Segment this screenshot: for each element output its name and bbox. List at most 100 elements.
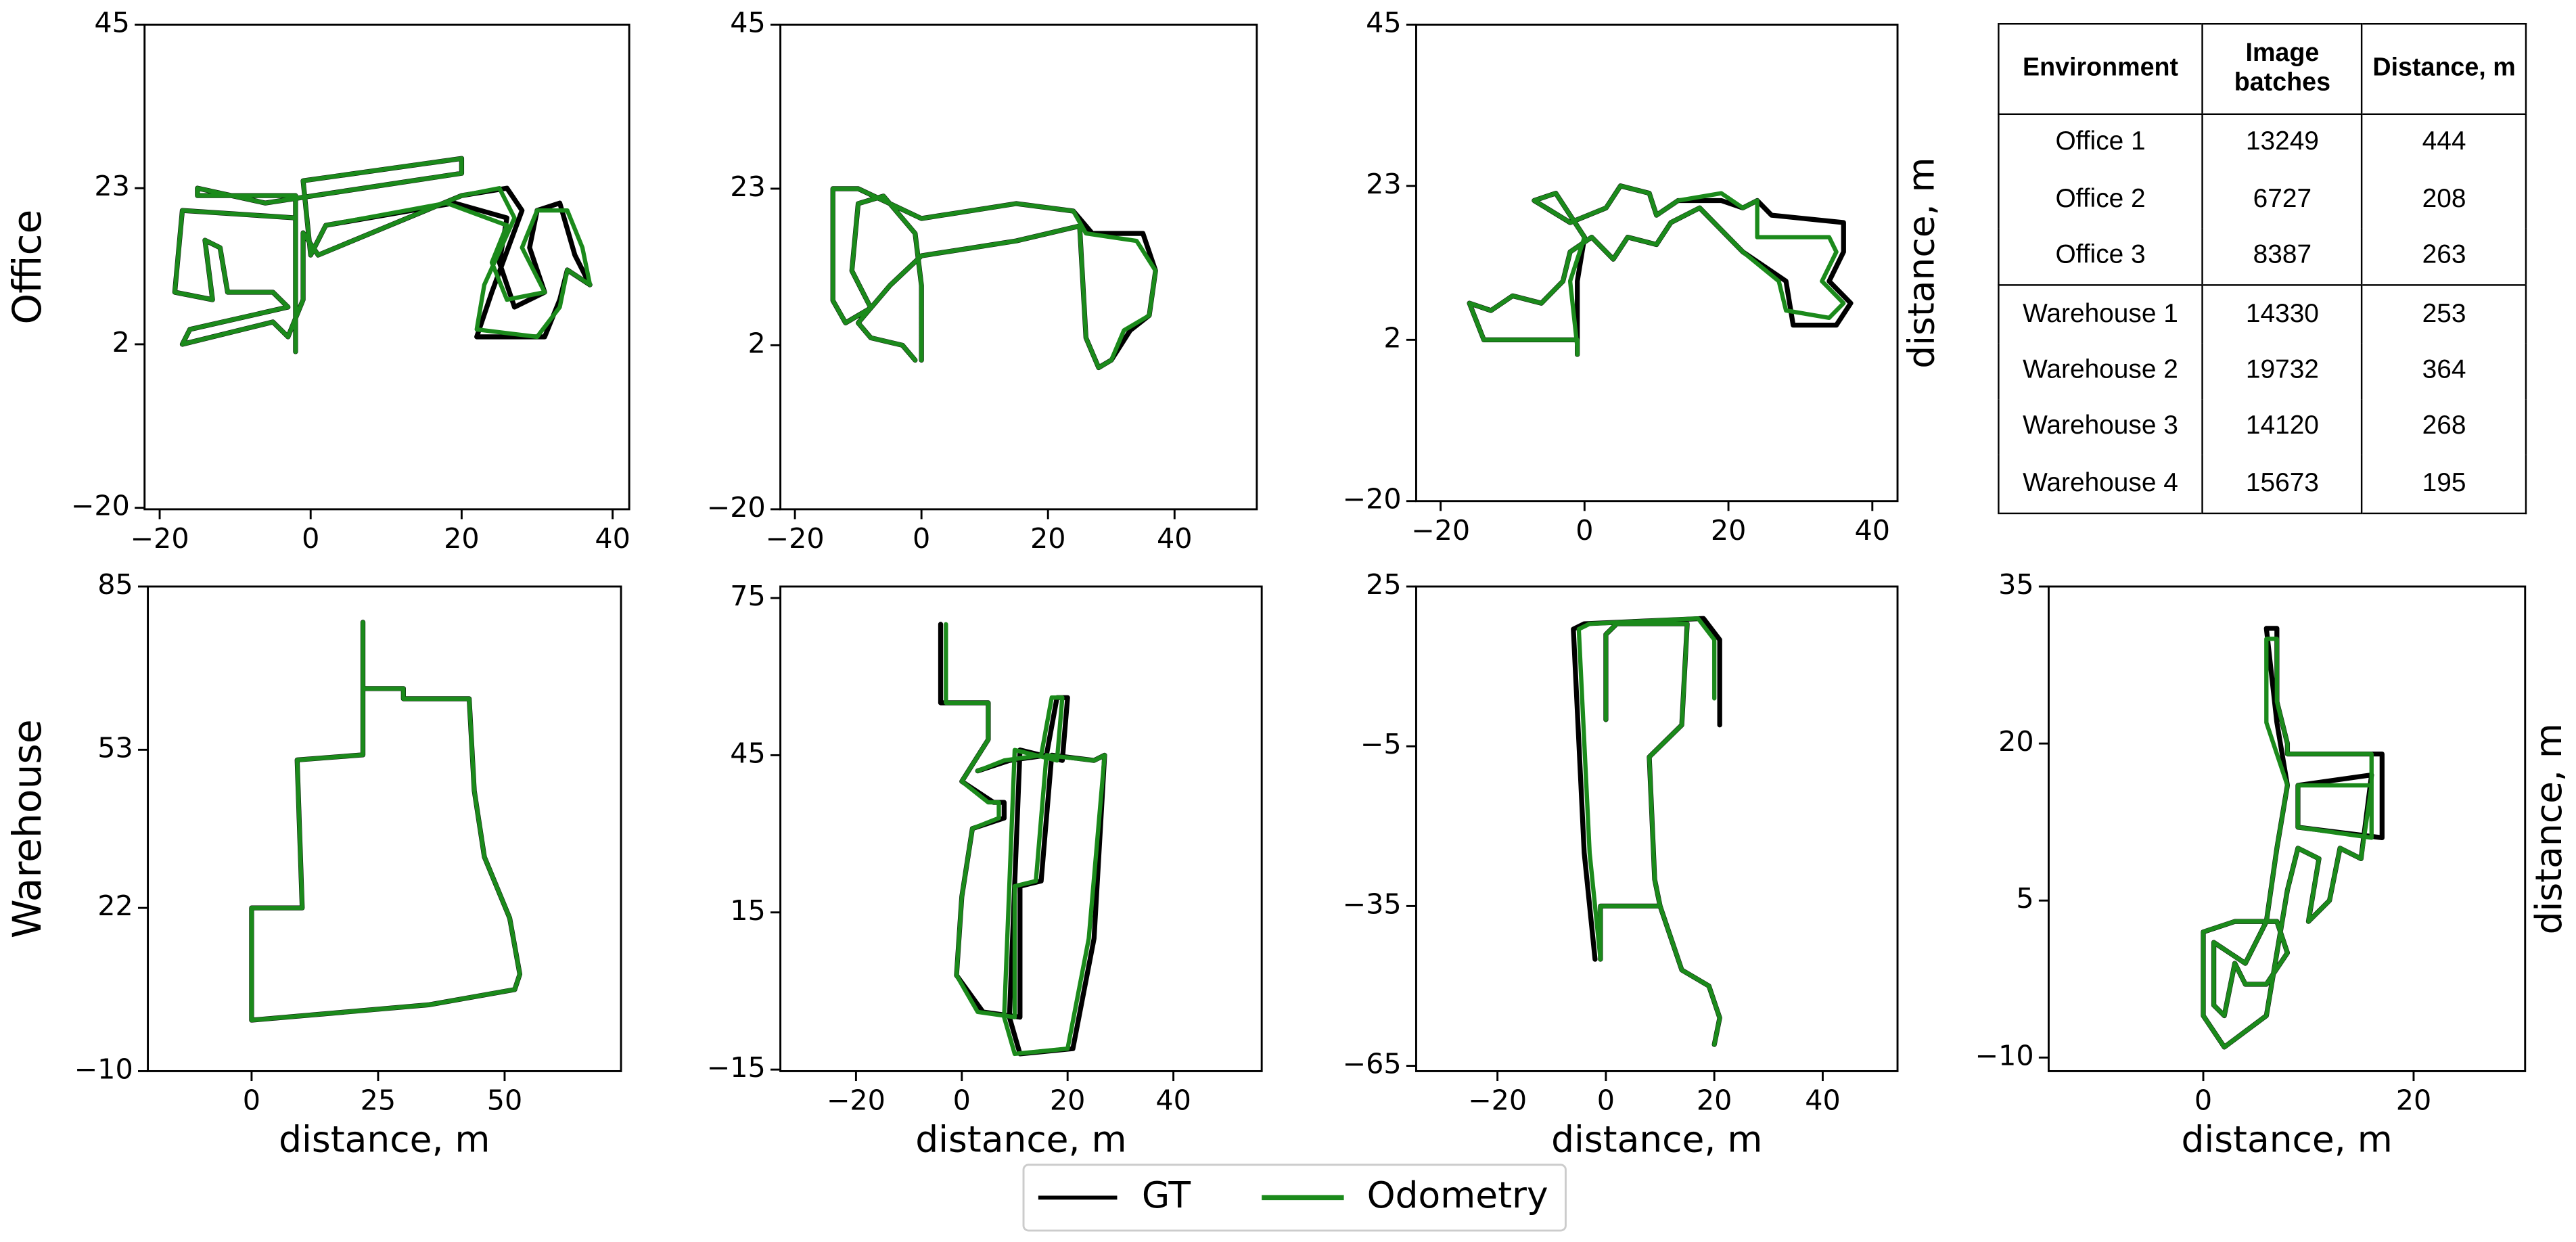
y-tick-label: 5 bbox=[2016, 882, 2033, 915]
x-tick-label: 20 bbox=[2396, 1084, 2432, 1117]
plot-area bbox=[249, 620, 523, 1023]
x-tick-label: 40 bbox=[1155, 1084, 1191, 1117]
table-cell: 208 bbox=[2361, 172, 2526, 229]
y-tick-label: 53 bbox=[97, 731, 133, 764]
y-tick-label: 2 bbox=[748, 327, 765, 359]
plot-frame bbox=[147, 585, 622, 1072]
x-tick-label: 0 bbox=[953, 1084, 971, 1117]
y-tick-label: 20 bbox=[1998, 725, 2034, 758]
table-cell: 263 bbox=[2361, 228, 2526, 287]
y-tick-label: −10 bbox=[74, 1053, 133, 1085]
table-cell: 364 bbox=[2361, 343, 2526, 400]
table-cell: 268 bbox=[2361, 399, 2526, 456]
table-cell: Warehouse 4 bbox=[1998, 455, 2203, 513]
x-tick-label: 0 bbox=[1576, 514, 1593, 547]
trajectory bbox=[249, 620, 522, 1023]
x-tick-label: 0 bbox=[243, 1084, 260, 1117]
x-tick-label: −20 bbox=[766, 522, 825, 555]
x-tick-label: 0 bbox=[1597, 1084, 1615, 1117]
header-cell: Environment bbox=[1998, 24, 2203, 116]
trajectory bbox=[2201, 637, 2374, 1050]
table-cell: 253 bbox=[2361, 285, 2526, 344]
table-cell: Office 2 bbox=[1998, 172, 2203, 229]
y-tick-label: 23 bbox=[94, 170, 130, 202]
y-tick-label: 23 bbox=[730, 170, 766, 203]
y-tick-label: 15 bbox=[730, 894, 766, 927]
x-axis-label: distance, m bbox=[2181, 1118, 2392, 1161]
plot-frame bbox=[2048, 585, 2527, 1072]
y-axis-label-right: distance, m bbox=[1900, 157, 1943, 368]
y-tick-label: 45 bbox=[1366, 6, 1402, 39]
y-tick-label: 45 bbox=[730, 737, 766, 769]
x-tick-label: 40 bbox=[1855, 514, 1891, 547]
table-cell: 444 bbox=[2361, 114, 2526, 172]
legend-label: GT bbox=[1142, 1174, 1191, 1216]
trajectory bbox=[831, 186, 1158, 370]
table-row: Office 3 8387 263 bbox=[1998, 228, 2526, 287]
plot-frame bbox=[1414, 23, 1899, 503]
trajectory bbox=[944, 622, 1107, 1057]
trajectory bbox=[1576, 616, 1722, 1047]
trajectory bbox=[172, 156, 593, 354]
x-tick-label: 40 bbox=[1805, 1084, 1841, 1117]
plot-frame bbox=[779, 23, 1258, 511]
y-tick-label: 85 bbox=[97, 568, 133, 601]
y-tick-label: 25 bbox=[1366, 568, 1402, 601]
plot-area bbox=[938, 622, 1107, 1057]
x-tick-label: −20 bbox=[827, 1084, 886, 1117]
x-tick-label: 0 bbox=[2194, 1084, 2212, 1117]
y-tick-label: 75 bbox=[730, 580, 766, 612]
plot-area bbox=[2201, 626, 2385, 1050]
plot-area bbox=[1571, 616, 1722, 1047]
x-tick-label: 20 bbox=[1030, 522, 1066, 555]
table-cell: 13249 bbox=[2201, 114, 2363, 172]
data-table: Environment Image batches Distance, m Offic… bbox=[1998, 23, 2527, 515]
plot-frame bbox=[1414, 585, 1899, 1072]
y-axis-label-right: distance, m bbox=[2527, 723, 2570, 934]
legend-label: Odometry bbox=[1367, 1174, 1548, 1216]
y-tick-label: 23 bbox=[1366, 168, 1402, 200]
trajectory bbox=[1467, 183, 1846, 357]
table-cell: Warehouse 2 bbox=[1998, 343, 2203, 400]
x-axis-label: distance, m bbox=[915, 1118, 1126, 1161]
x-tick-label: 0 bbox=[302, 522, 319, 555]
table-row: Warehouse 2 19732 364 bbox=[1998, 343, 2526, 400]
x-tick-label: 40 bbox=[595, 522, 630, 555]
x-tick-label: 40 bbox=[1157, 522, 1193, 555]
table-cell: 14120 bbox=[2201, 399, 2363, 456]
table-cell: Warehouse 1 bbox=[1998, 285, 2203, 344]
table-cell: Office 1 bbox=[1998, 114, 2203, 172]
table-cell: 15673 bbox=[2201, 455, 2363, 513]
y-tick-label: −65 bbox=[1343, 1048, 1402, 1080]
plot-frame bbox=[143, 23, 630, 511]
y-tick-label: −5 bbox=[1360, 728, 1402, 760]
y-axis-label: Warehouse bbox=[4, 719, 50, 938]
table-row: Warehouse 3 14120 268 bbox=[1998, 399, 2526, 456]
table-cell: Warehouse 3 bbox=[1998, 399, 2203, 456]
x-tick-label: 20 bbox=[1711, 514, 1747, 547]
x-tick-label: 0 bbox=[913, 522, 930, 555]
x-tick-label: 25 bbox=[361, 1084, 396, 1117]
x-tick-label: 20 bbox=[1697, 1084, 1732, 1117]
plot-area bbox=[830, 186, 1158, 371]
x-tick-label: −20 bbox=[1468, 1084, 1527, 1117]
table-cell: 19732 bbox=[2201, 343, 2363, 400]
x-tick-label: −20 bbox=[130, 522, 189, 555]
header-cell: Image batches bbox=[2201, 24, 2363, 116]
table-row: Warehouse 1 14330 253 bbox=[1998, 285, 2526, 344]
table-cell: 14330 bbox=[2201, 285, 2363, 344]
y-tick-label: −20 bbox=[71, 490, 130, 522]
y-tick-label: 2 bbox=[1383, 321, 1401, 354]
trajectory bbox=[938, 622, 1107, 1057]
table-cell: 6727 bbox=[2201, 172, 2363, 229]
header-row: Environment Image batches Distance, m bbox=[1998, 24, 2526, 116]
y-tick-label: 45 bbox=[94, 6, 130, 39]
table-cell: Office 3 bbox=[1998, 228, 2203, 287]
x-tick-label: 50 bbox=[487, 1084, 523, 1117]
plot-frame bbox=[779, 585, 1263, 1072]
table-cell: 8387 bbox=[2201, 228, 2363, 287]
y-tick-label: 22 bbox=[97, 890, 133, 922]
plot-area bbox=[172, 156, 593, 354]
